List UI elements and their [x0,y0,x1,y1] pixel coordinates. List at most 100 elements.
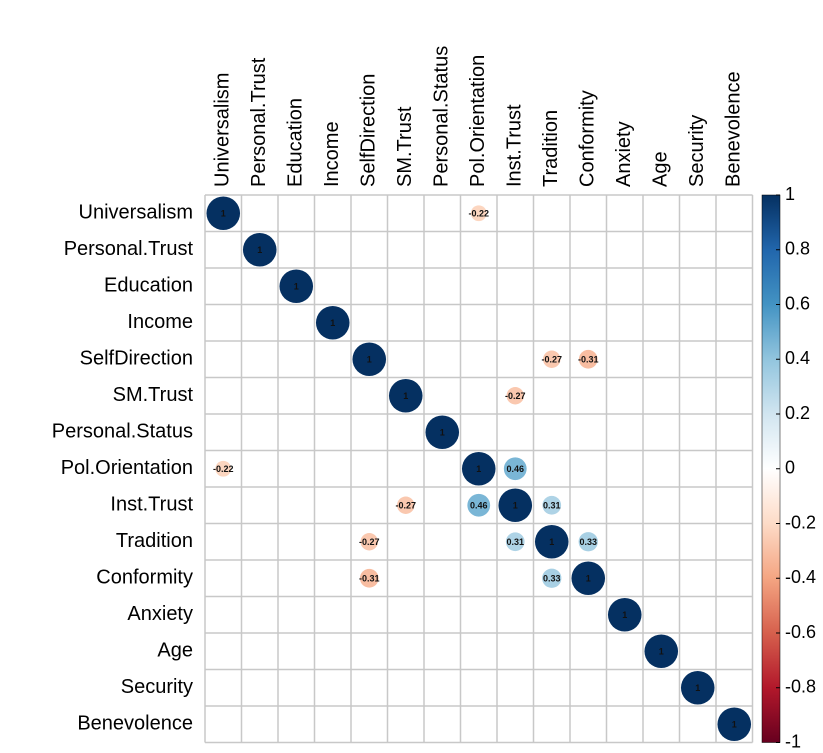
column-label: Education [285,98,307,187]
corr-label: -0.27 [505,391,526,401]
column-label: Pol.Orientation [467,55,489,187]
column-label: Personal.Status [431,46,453,187]
column-label: SM.Trust [394,106,416,187]
corr-label: 1 [659,647,664,657]
corr-label: 0.31 [543,501,561,511]
corr-label: 1 [732,720,737,730]
row-label: Tradition [116,530,193,552]
corr-circle [242,232,277,267]
corr-label: 1 [622,610,627,620]
corr-circle [506,387,524,405]
corr-circle [279,269,314,304]
corr-label: -0.27 [541,355,562,365]
row-label: Conformity [96,567,193,589]
corr-circle [315,305,350,340]
column-label: Security [686,115,708,187]
corr-circle [607,597,642,632]
corr-circle [388,378,423,413]
corr-circle [425,415,460,450]
corr-label: -0.22 [468,209,489,219]
corr-label: 1 [221,209,226,219]
corr-label: 0.33 [543,574,561,584]
colorbar-tick-label: -1 [785,731,801,751]
corr-circle [467,493,491,517]
column-label: Inst.Trust [504,104,526,187]
corr-circle [644,634,679,669]
colorbar-tick-label: -0.2 [785,512,816,532]
corr-circle [360,533,378,551]
column-label: Conformity [577,90,599,187]
corr-label: 1 [549,537,554,547]
corr-label: 1 [294,282,299,292]
row-label: Personal.Trust [64,238,194,260]
colorbar-tick-label: -0.8 [785,677,816,697]
corr-label: 1 [513,501,518,511]
colorbar-tick-label: 0.4 [785,348,810,368]
corr-circle [571,561,606,596]
corr-label: 1 [330,318,335,328]
corr-circle [717,707,752,742]
corr-circle [206,196,241,231]
row-label: Universalism [79,202,193,224]
corr-label: 0.31 [506,537,524,547]
corr-label: 0.33 [579,537,597,547]
corr-label: 1 [440,428,445,438]
corr-label: -0.27 [359,537,380,547]
corr-label: 1 [586,574,591,584]
corr-circle [397,496,415,514]
colorbar-tick-label: 0 [785,458,795,478]
corr-circle [461,451,496,486]
colorbar-tick-label: -0.6 [785,622,816,642]
corr-label: -0.31 [578,355,599,365]
column-label: Universalism [212,73,234,187]
row-label: Personal.Status [52,421,193,443]
corr-label: 1 [695,683,700,693]
column-label: Age [650,151,672,187]
row-label: Education [104,275,193,297]
column-label: Personal.Trust [248,57,270,187]
row-label: SM.Trust [113,384,194,406]
corr-label: 1 [476,464,481,474]
corr-circle [543,350,561,368]
corr-circle [505,532,525,552]
corr-label: -0.31 [359,574,380,584]
row-label: Income [127,311,193,333]
corr-circle [578,532,598,552]
corr-circle [470,205,487,222]
corr-circle [680,670,715,705]
row-label: Inst.Trust [110,494,193,516]
corr-label: 0.46 [506,464,524,474]
colorbar-tick-label: 1 [785,184,795,204]
row-label: Benevolence [77,713,193,735]
column-label: Tradition [540,110,562,187]
corr-label: 1 [367,355,372,365]
column-label: SelfDirection [358,74,380,187]
colorbar-tick-label: -0.4 [785,567,816,587]
corr-circle [542,495,562,515]
row-label: Anxiety [127,603,193,625]
row-label: SelfDirection [80,348,193,370]
colorbar-tick-label: 0.2 [785,403,810,423]
row-label: Security [121,676,193,698]
corr-circle [542,568,562,588]
colorbar-tick-label: 0.8 [785,239,810,259]
corr-label: -0.27 [395,501,416,511]
corr-circle [215,460,232,477]
column-label: Benevolence [723,71,745,187]
corr-circle [352,342,387,377]
row-label: Age [157,640,193,662]
corr-label: -0.22 [213,464,234,474]
column-label: Anxiety [613,121,635,187]
row-label: Pol.Orientation [61,457,193,479]
corr-circle [503,457,527,481]
column-label: Income [321,121,343,187]
corr-label: 1 [403,391,408,401]
corr-circle [578,349,598,369]
colorbar-tick-label: 0.6 [785,293,810,313]
corr-label: 0.46 [470,501,488,511]
corr-circle [534,524,569,559]
corr-circle [359,568,379,588]
corr-circle [498,488,533,523]
corr-label: 1 [257,245,262,255]
